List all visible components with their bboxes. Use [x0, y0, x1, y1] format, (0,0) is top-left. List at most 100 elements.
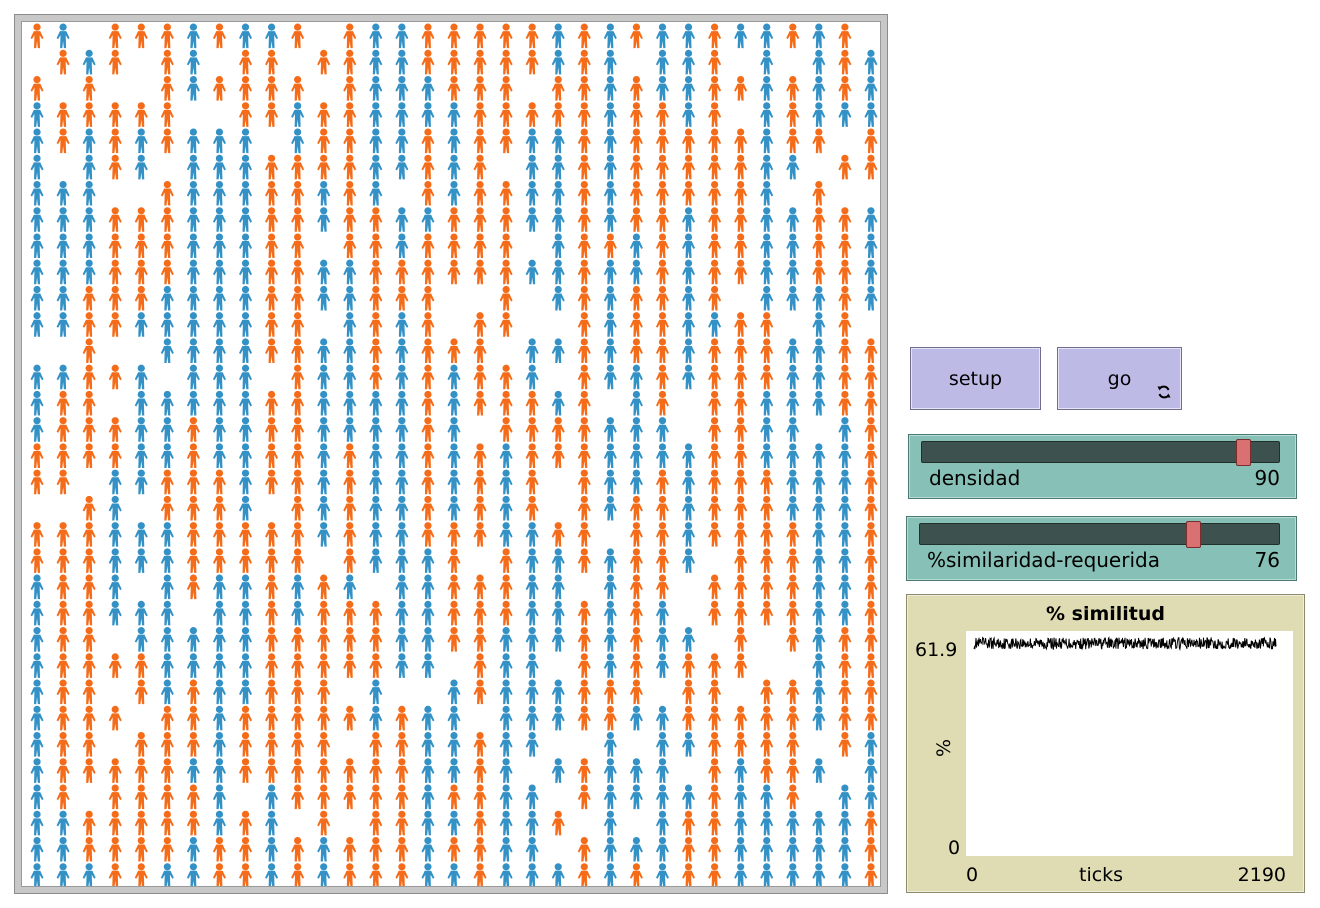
- person-agent: [291, 784, 305, 810]
- person-agent: [812, 810, 826, 836]
- person-agent: [291, 180, 305, 206]
- person-agent: [838, 312, 852, 337]
- person-agent: [291, 102, 305, 127]
- slider-thumb[interactable]: [1236, 439, 1252, 466]
- person-agent: [134, 23, 148, 49]
- person-agent: [551, 548, 565, 573]
- person-agent: [186, 522, 200, 547]
- person-agent: [838, 705, 852, 731]
- person-agent: [108, 469, 122, 495]
- person-agent: [655, 495, 669, 521]
- person-agent: [265, 443, 279, 468]
- person-agent: [160, 76, 174, 101]
- person-agent: [838, 102, 852, 127]
- person-agent: [186, 180, 200, 206]
- slider-track[interactable]: [921, 439, 1280, 466]
- person-agent: [317, 180, 331, 206]
- person-agent: [186, 679, 200, 705]
- person-agent: [838, 417, 852, 442]
- person-agent: [525, 102, 539, 127]
- person-agent: [864, 338, 878, 363]
- person-agent: [265, 653, 279, 678]
- go-button[interactable]: go: [1057, 347, 1182, 410]
- person-agent: [108, 548, 122, 573]
- slider-similaridad-requerida[interactable]: %similaridad-requerida 76: [906, 516, 1297, 581]
- person-agent: [473, 863, 487, 886]
- person-agent: [343, 76, 357, 101]
- person-agent: [30, 259, 44, 285]
- person-agent: [343, 574, 357, 600]
- world-view[interactable]: [14, 14, 888, 894]
- person-agent: [56, 705, 70, 731]
- slider-densidad[interactable]: densidad 90: [908, 434, 1297, 499]
- person-agent: [812, 495, 826, 521]
- person-agent: [212, 312, 226, 337]
- person-agent: [134, 259, 148, 285]
- person-agent: [786, 810, 800, 836]
- slider-thumb[interactable]: [1185, 521, 1201, 548]
- person-agent: [525, 207, 539, 232]
- person-agent: [421, 469, 435, 495]
- person-agent: [473, 600, 487, 626]
- person-agent: [265, 784, 279, 810]
- person-agent: [239, 128, 253, 154]
- person-agent: [708, 364, 722, 390]
- person-agent: [212, 810, 226, 836]
- person-agent: [655, 653, 669, 678]
- person-agent: [812, 233, 826, 259]
- person-agent: [239, 705, 253, 731]
- person-agent: [395, 653, 409, 678]
- person-agent: [108, 285, 122, 311]
- person-agent: [499, 233, 513, 259]
- person-agent: [525, 49, 539, 75]
- person-agent: [682, 154, 696, 180]
- person-agent: [421, 705, 435, 731]
- person-agent: [838, 653, 852, 678]
- person-agent: [369, 285, 383, 311]
- person-agent: [786, 207, 800, 232]
- person-agent: [56, 627, 70, 652]
- person-agent: [395, 469, 409, 495]
- person-agent: [212, 627, 226, 652]
- person-agent: [708, 76, 722, 101]
- person-agent: [577, 102, 591, 127]
- person-agent: [603, 732, 617, 757]
- person-agent: [82, 102, 96, 127]
- person-agent: [525, 364, 539, 390]
- person-agent: [629, 653, 643, 678]
- setup-button[interactable]: setup: [910, 347, 1041, 410]
- person-agent: [186, 364, 200, 390]
- slider-track[interactable]: [919, 521, 1280, 548]
- person-agent: [239, 207, 253, 232]
- person-agent: [682, 128, 696, 154]
- person-agent: [212, 338, 226, 363]
- person-agent: [577, 338, 591, 363]
- person-agent: [864, 679, 878, 705]
- person-agent: [30, 285, 44, 311]
- person-agent: [708, 180, 722, 206]
- person-agent: [395, 338, 409, 363]
- world-canvas[interactable]: [22, 22, 881, 887]
- person-agent: [603, 259, 617, 285]
- person-agent: [291, 469, 305, 495]
- person-agent: [864, 364, 878, 390]
- person-agent: [864, 469, 878, 495]
- person-agent: [447, 758, 461, 783]
- person-agent: [786, 758, 800, 783]
- person-agent: [473, 102, 487, 127]
- person-agent: [291, 128, 305, 154]
- person-agent: [108, 705, 122, 731]
- person-agent: [682, 364, 696, 390]
- person-agent: [369, 548, 383, 573]
- person-agent: [343, 312, 357, 337]
- person-agent: [369, 836, 383, 862]
- person-agent: [239, 863, 253, 886]
- person-agent: [56, 390, 70, 416]
- person-agent: [499, 417, 513, 442]
- person-agent: [291, 154, 305, 180]
- person-agent: [212, 154, 226, 180]
- person-agent: [134, 548, 148, 573]
- person-agent: [655, 49, 669, 75]
- person-agent: [56, 810, 70, 836]
- person-agent: [629, 417, 643, 442]
